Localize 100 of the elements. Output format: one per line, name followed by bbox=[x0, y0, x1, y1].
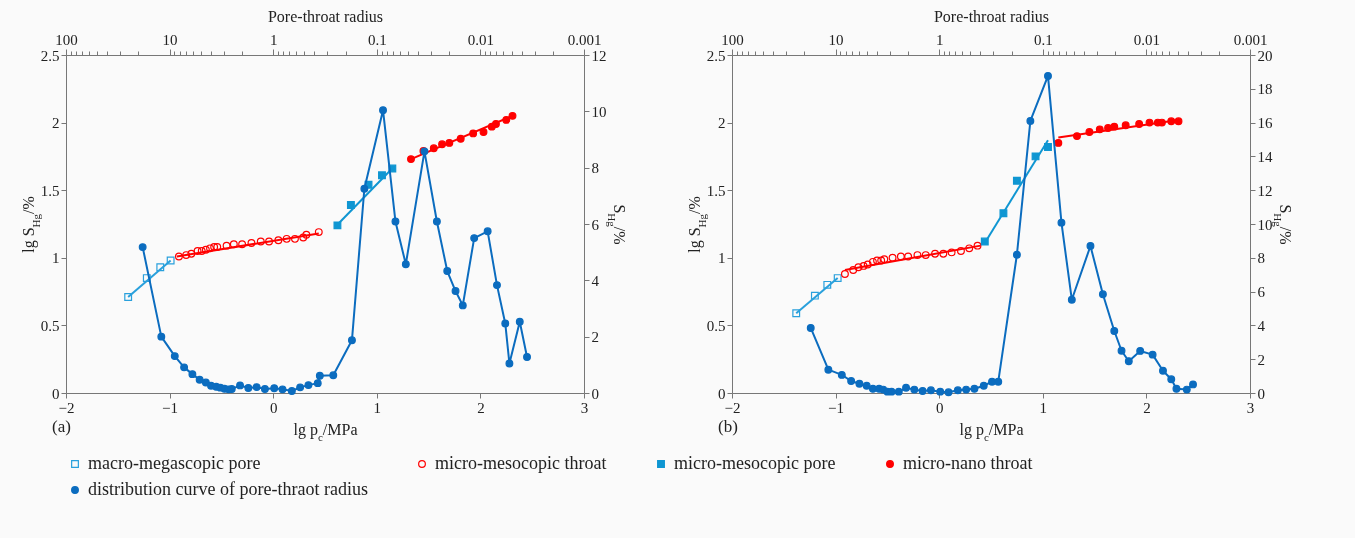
x-tick-label: 3 bbox=[580, 399, 589, 416]
point bbox=[1136, 346, 1145, 355]
point bbox=[188, 370, 197, 379]
point bbox=[847, 377, 856, 385]
y-tick-label: 1 bbox=[52, 250, 60, 267]
point bbox=[247, 238, 256, 247]
x-tick-label: 0 bbox=[269, 399, 278, 416]
x-tick-label: −1 bbox=[828, 399, 845, 416]
point bbox=[238, 240, 247, 249]
x-axis-title: lg p$_{c}$/MPa bbox=[293, 420, 358, 443]
point bbox=[256, 237, 265, 246]
legend-label: micro-mesocopic pore bbox=[674, 453, 836, 473]
point bbox=[156, 263, 165, 272]
point bbox=[1067, 295, 1076, 304]
point bbox=[346, 201, 355, 210]
x2-tick-label: 1 bbox=[269, 31, 278, 48]
y-tick-label: 2.5 bbox=[40, 47, 60, 64]
y2-tick-label: 16 bbox=[1257, 115, 1273, 132]
legend-label: micro-mesocopic throat bbox=[435, 453, 607, 473]
y2-tick-label: 2 bbox=[1257, 351, 1265, 368]
point bbox=[1167, 375, 1176, 384]
x2-tick-label: 10 bbox=[162, 31, 178, 48]
point bbox=[515, 317, 524, 326]
point bbox=[379, 106, 387, 115]
point bbox=[138, 243, 147, 252]
point bbox=[274, 236, 283, 245]
y2-tick-label: 8 bbox=[1257, 250, 1265, 267]
point bbox=[443, 267, 452, 275]
x2-tick-label: 10 bbox=[828, 31, 844, 48]
y-tick-label: 1.5 bbox=[706, 182, 726, 199]
point bbox=[962, 385, 971, 394]
point bbox=[479, 128, 488, 137]
y2-tick-label: 18 bbox=[1257, 81, 1273, 98]
point bbox=[792, 309, 801, 318]
point bbox=[210, 243, 219, 251]
point bbox=[1124, 357, 1133, 366]
x2-tick-label: 0.1 bbox=[367, 31, 387, 48]
point bbox=[193, 247, 202, 255]
legend-label: micro-nano throat bbox=[903, 453, 1033, 473]
point bbox=[1117, 346, 1126, 355]
point bbox=[823, 280, 832, 289]
point bbox=[873, 256, 881, 265]
y-tick-label: 0 bbox=[52, 385, 60, 402]
y-tick-label: 1 bbox=[718, 250, 726, 267]
x2-tick-label: 0.01 bbox=[1133, 31, 1161, 48]
point bbox=[953, 386, 962, 395]
point bbox=[470, 234, 479, 243]
y-tick-label: 2 bbox=[718, 115, 726, 132]
point bbox=[187, 249, 196, 258]
point bbox=[994, 377, 1003, 386]
point bbox=[314, 228, 323, 237]
point bbox=[329, 371, 338, 380]
point bbox=[970, 384, 979, 393]
point bbox=[1172, 384, 1181, 393]
point bbox=[810, 291, 819, 300]
point bbox=[1098, 290, 1107, 299]
point bbox=[142, 274, 151, 283]
point bbox=[1044, 72, 1052, 80]
point bbox=[840, 270, 849, 278]
text: (b) bbox=[718, 417, 738, 436]
point bbox=[855, 379, 864, 388]
point bbox=[391, 217, 400, 226]
point bbox=[244, 383, 253, 392]
x-tick-label: 1 bbox=[1039, 399, 1048, 416]
point bbox=[206, 244, 214, 253]
point bbox=[904, 252, 913, 261]
y2-tick-label: 6 bbox=[591, 216, 600, 233]
point bbox=[287, 387, 296, 395]
point bbox=[1189, 380, 1197, 389]
y2-tick-label: 10 bbox=[1257, 216, 1273, 233]
point bbox=[931, 249, 940, 258]
point bbox=[910, 385, 919, 394]
point bbox=[862, 381, 871, 390]
point bbox=[252, 383, 261, 392]
x-tick-label: −2 bbox=[58, 399, 75, 416]
point bbox=[505, 359, 514, 368]
point bbox=[270, 384, 279, 393]
point bbox=[849, 266, 858, 274]
x-tick-label: 2 bbox=[477, 399, 485, 416]
point bbox=[360, 184, 369, 193]
point bbox=[1182, 385, 1191, 394]
point bbox=[947, 248, 956, 257]
point bbox=[1012, 250, 1021, 259]
point bbox=[868, 384, 877, 393]
x2-tick-label: 1 bbox=[935, 31, 944, 48]
point bbox=[896, 252, 905, 261]
y2-tick-label: 6 bbox=[1257, 284, 1266, 301]
point bbox=[315, 371, 324, 380]
point bbox=[304, 381, 313, 390]
point bbox=[1026, 116, 1035, 125]
y2-tick-label: 10 bbox=[591, 103, 607, 120]
point bbox=[806, 323, 815, 332]
point bbox=[174, 252, 183, 261]
y2-tick-label: 0 bbox=[1257, 385, 1265, 402]
y2-tick-label: 12 bbox=[1257, 182, 1273, 199]
point bbox=[201, 378, 210, 387]
legend-label: macro-megascopic pore bbox=[88, 453, 261, 473]
point bbox=[854, 263, 863, 272]
x-tick-label: 1 bbox=[373, 399, 382, 416]
point bbox=[913, 251, 922, 260]
